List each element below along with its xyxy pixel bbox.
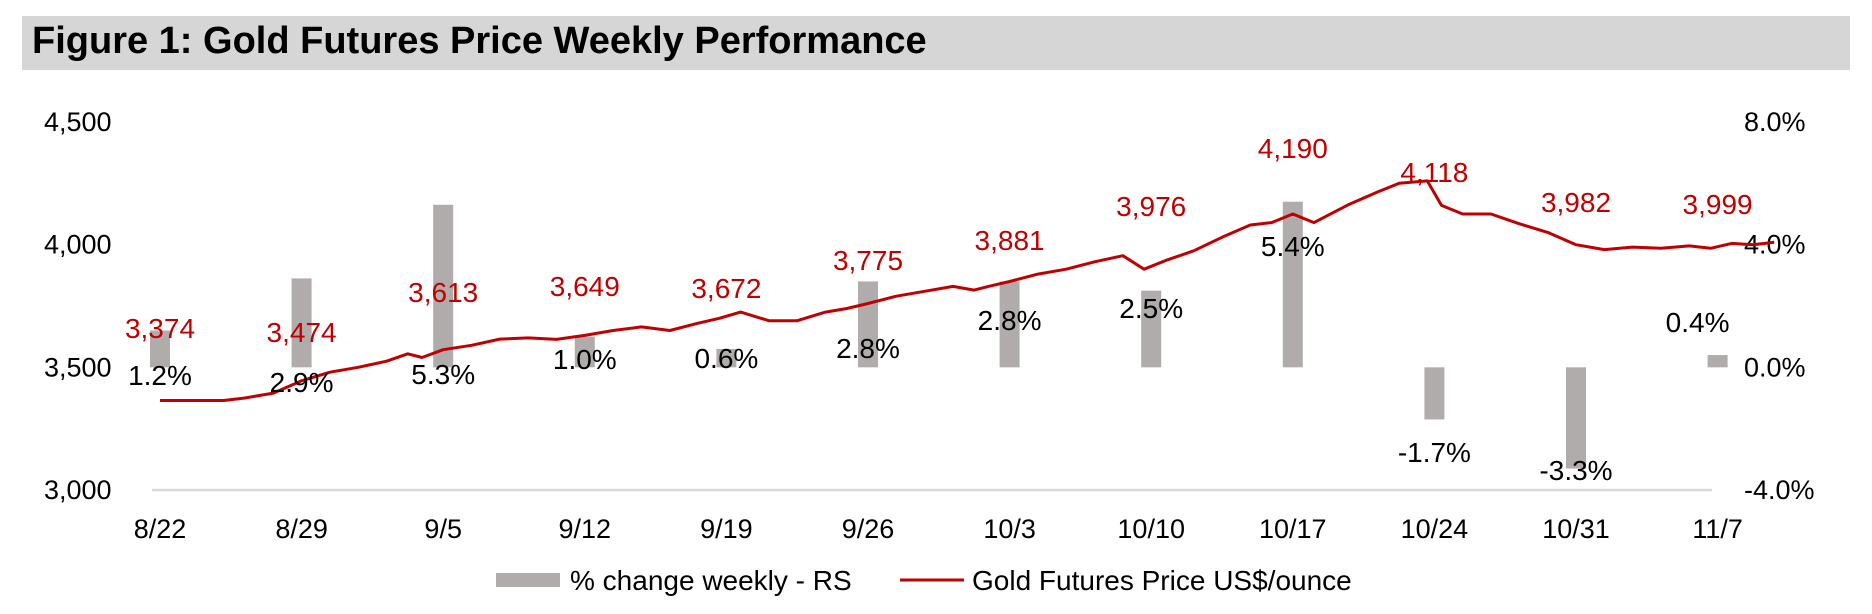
- bar: [716, 348, 737, 368]
- x-axis-tick-label: 8/29: [275, 514, 328, 544]
- x-axis-tick-label: 9/26: [842, 514, 895, 544]
- x-axis-tick-label: 9/12: [559, 514, 612, 544]
- x-axis-tick-label: 10/31: [1542, 514, 1610, 544]
- bar: [433, 204, 454, 368]
- right-axis-tick-label: 0.0%: [1744, 352, 1806, 382]
- price-data-label: 4,118: [1400, 157, 1468, 188]
- x-axis-tick-label: 10/3: [983, 514, 1036, 544]
- bar-data-label: 0.4%: [1666, 307, 1730, 338]
- x-axis-tick-label: 10/24: [1401, 514, 1469, 544]
- legend-bar-swatch: [496, 573, 560, 587]
- price-data-label: 3,982: [1541, 187, 1611, 218]
- x-axis-tick-label: 9/19: [700, 514, 753, 544]
- x-axis-tick-label: 10/10: [1117, 514, 1185, 544]
- left-axis-tick-label: 3,500: [44, 352, 112, 382]
- bar: [1424, 367, 1445, 420]
- price-data-label: 3,976: [1116, 191, 1186, 222]
- legend-bar-label: % change weekly - RS: [570, 565, 852, 596]
- right-axis-tick-label: -4.0%: [1744, 475, 1815, 505]
- bar: [1141, 290, 1162, 368]
- bar: [291, 278, 312, 368]
- bar: [999, 281, 1020, 368]
- title-bar: Figure 1: Gold Futures Price Weekly Perf…: [22, 16, 1850, 70]
- price-data-label: 3,374: [125, 313, 195, 344]
- left-axis-tick-label: 4,500: [44, 107, 112, 137]
- page-title: Figure 1: Gold Futures Price Weekly Perf…: [32, 20, 927, 62]
- left-axis-tick-label: 4,000: [44, 230, 112, 260]
- bar-data-label: -1.7%: [1398, 437, 1471, 468]
- price-data-label: 3,999: [1683, 189, 1753, 220]
- bar-data-label: 1.0%: [553, 344, 617, 375]
- price-data-label: 3,474: [267, 317, 337, 348]
- bar: [574, 336, 595, 368]
- price-line: [160, 179, 1775, 402]
- bar-data-label: 5.4%: [1261, 231, 1325, 262]
- right-axis-tick-label: 8.0%: [1744, 107, 1806, 137]
- legend-line-label: Gold Futures Price US$/ounce: [972, 565, 1352, 596]
- bar-data-label: 1.2%: [128, 360, 192, 391]
- bar: [150, 330, 170, 368]
- price-data-label: 3,613: [408, 277, 478, 308]
- price-data-label: 3,775: [833, 245, 903, 276]
- bar: [1566, 367, 1586, 469]
- bar: [1282, 201, 1303, 368]
- price-data-label: 3,672: [691, 273, 761, 304]
- bar-data-label: 0.6%: [694, 343, 758, 374]
- price-data-label: 4,190: [1258, 133, 1328, 164]
- bar-data-label: 2.9%: [270, 367, 334, 398]
- bar-data-label: 2.5%: [1119, 293, 1183, 324]
- bar-data-label: 2.8%: [978, 305, 1042, 336]
- x-axis-tick-label: 9/5: [424, 514, 462, 544]
- bar-data-label: 5.3%: [411, 359, 475, 390]
- price-data-label: 3,649: [550, 271, 620, 302]
- x-axis-tick-label: 8/22: [134, 514, 187, 544]
- price-data-label: 3,881: [975, 225, 1045, 256]
- bar-data-label: 2.8%: [836, 333, 900, 364]
- bar: [1707, 355, 1728, 368]
- bar-data-label: -3.3%: [1539, 455, 1612, 486]
- x-axis-tick-label: 11/7: [1692, 514, 1743, 544]
- left-axis-tick-label: 3,000: [44, 475, 112, 505]
- x-axis-tick-label: 10/17: [1259, 514, 1327, 544]
